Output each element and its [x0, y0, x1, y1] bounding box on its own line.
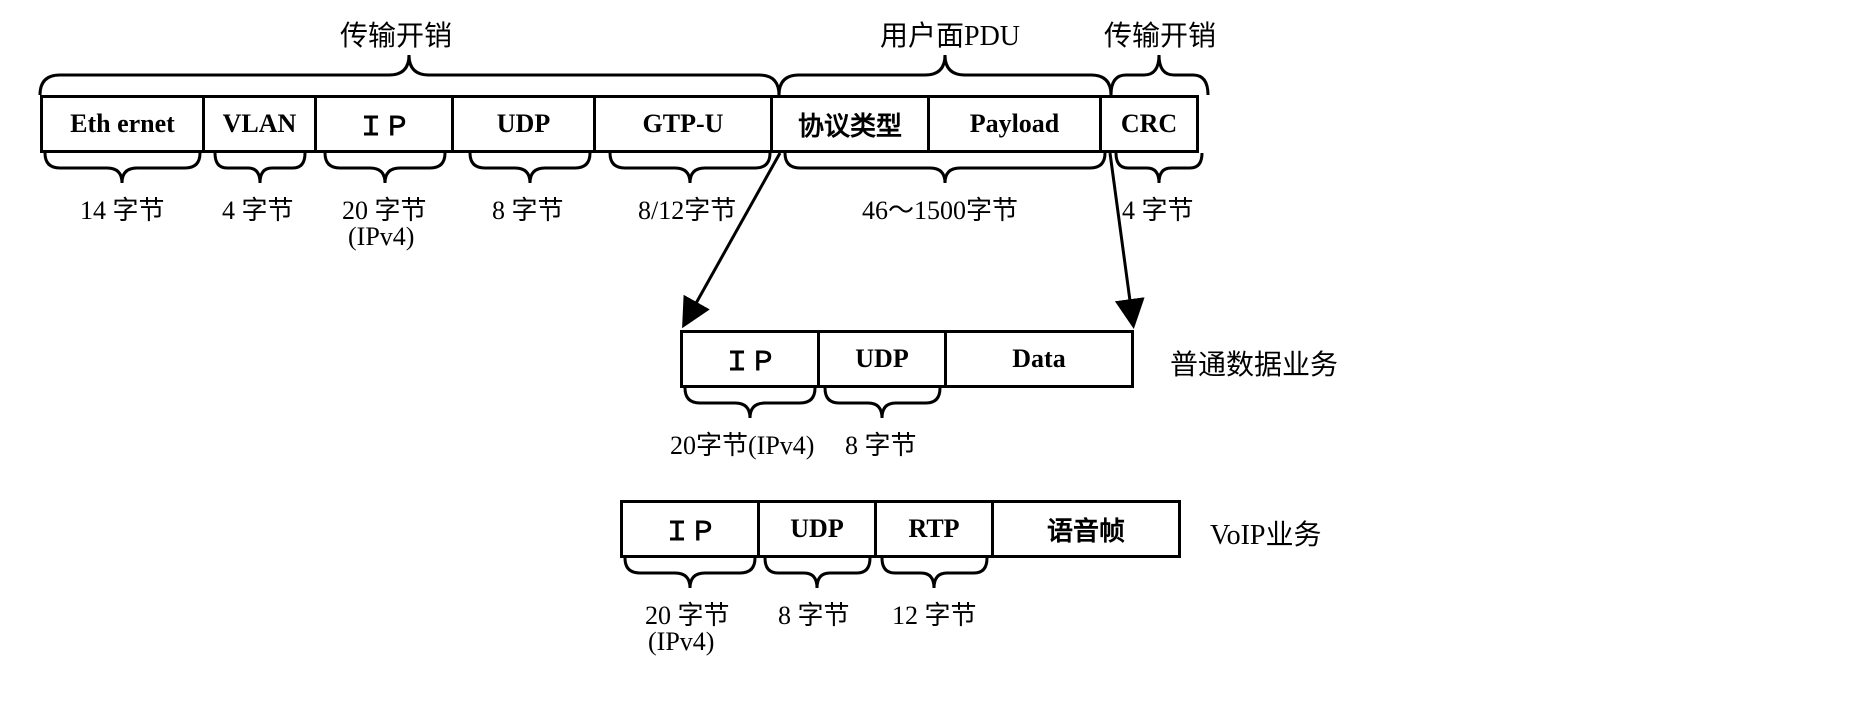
cell-gtpu: GTP-U	[593, 95, 773, 153]
bytes-vlan: 4 字节	[222, 190, 294, 227]
brace-userpdu	[779, 55, 1111, 95]
main-row: Eth ernet VLAN ＩＰ UDP GTP-U 协议类型 Payload…	[40, 95, 1199, 153]
cell-voip-rtp: RTP	[874, 500, 994, 558]
cell-vlan: VLAN	[202, 95, 317, 153]
bytes-vip2: (IPv4)	[648, 627, 714, 657]
brace-overhead2	[1111, 55, 1208, 95]
cell-data-data: Data	[944, 330, 1134, 388]
brace-overhead1	[40, 55, 779, 95]
brace-dudp-b	[825, 388, 940, 418]
bytes-udp: 8 字节	[492, 190, 564, 227]
arrow-right	[1105, 153, 1145, 330]
label-overhead2: 传输开销	[1104, 14, 1216, 54]
label-overhead1: 传输开销	[340, 14, 452, 54]
cell-data-udp: UDP	[817, 330, 947, 388]
cell-udp: UDP	[451, 95, 596, 153]
cell-payload: Payload	[927, 95, 1102, 153]
label-voip-service: VoIP业务	[1210, 513, 1322, 553]
brace-eth-b	[45, 153, 200, 183]
cell-ip: ＩＰ	[314, 95, 454, 153]
bytes-vrtp: 12 字节	[892, 595, 977, 632]
bytes-vudp: 8 字节	[778, 595, 850, 632]
brace-vudp-b	[765, 558, 870, 588]
cell-data-ip: ＩＰ	[680, 330, 820, 388]
label-userpdu: 用户面PDU	[880, 14, 1020, 54]
bytes-dudp: 8 字节	[845, 425, 917, 462]
data-row: ＩＰ UDP Data	[680, 330, 1134, 388]
bytes-ip2: (IPv4)	[348, 222, 414, 252]
brace-dip-b	[685, 388, 815, 418]
brace-pdu-b	[785, 153, 1105, 183]
bytes-dip: 20字节(IPv4)	[670, 425, 814, 462]
cell-crc: CRC	[1099, 95, 1199, 153]
brace-vip-b	[625, 558, 755, 588]
cell-voip-ip: ＩＰ	[620, 500, 760, 558]
voip-row: ＩＰ UDP RTP 语音帧	[620, 500, 1181, 558]
cell-voip-udp: UDP	[757, 500, 877, 558]
cell-ethernet: Eth ernet	[40, 95, 205, 153]
cell-voip-voice: 语音帧	[991, 500, 1181, 558]
cell-proto: 协议类型	[770, 95, 930, 153]
brace-vlan-b	[215, 153, 305, 183]
arrow-left	[680, 153, 800, 330]
brace-udp-b	[470, 153, 590, 183]
label-data-service: 普通数据业务	[1170, 343, 1338, 383]
bytes-ethernet: 14 字节	[80, 190, 165, 227]
brace-ip-b	[325, 153, 445, 183]
brace-vrtp-b	[882, 558, 987, 588]
bytes-pdu: 46～1500字节	[862, 190, 1018, 227]
